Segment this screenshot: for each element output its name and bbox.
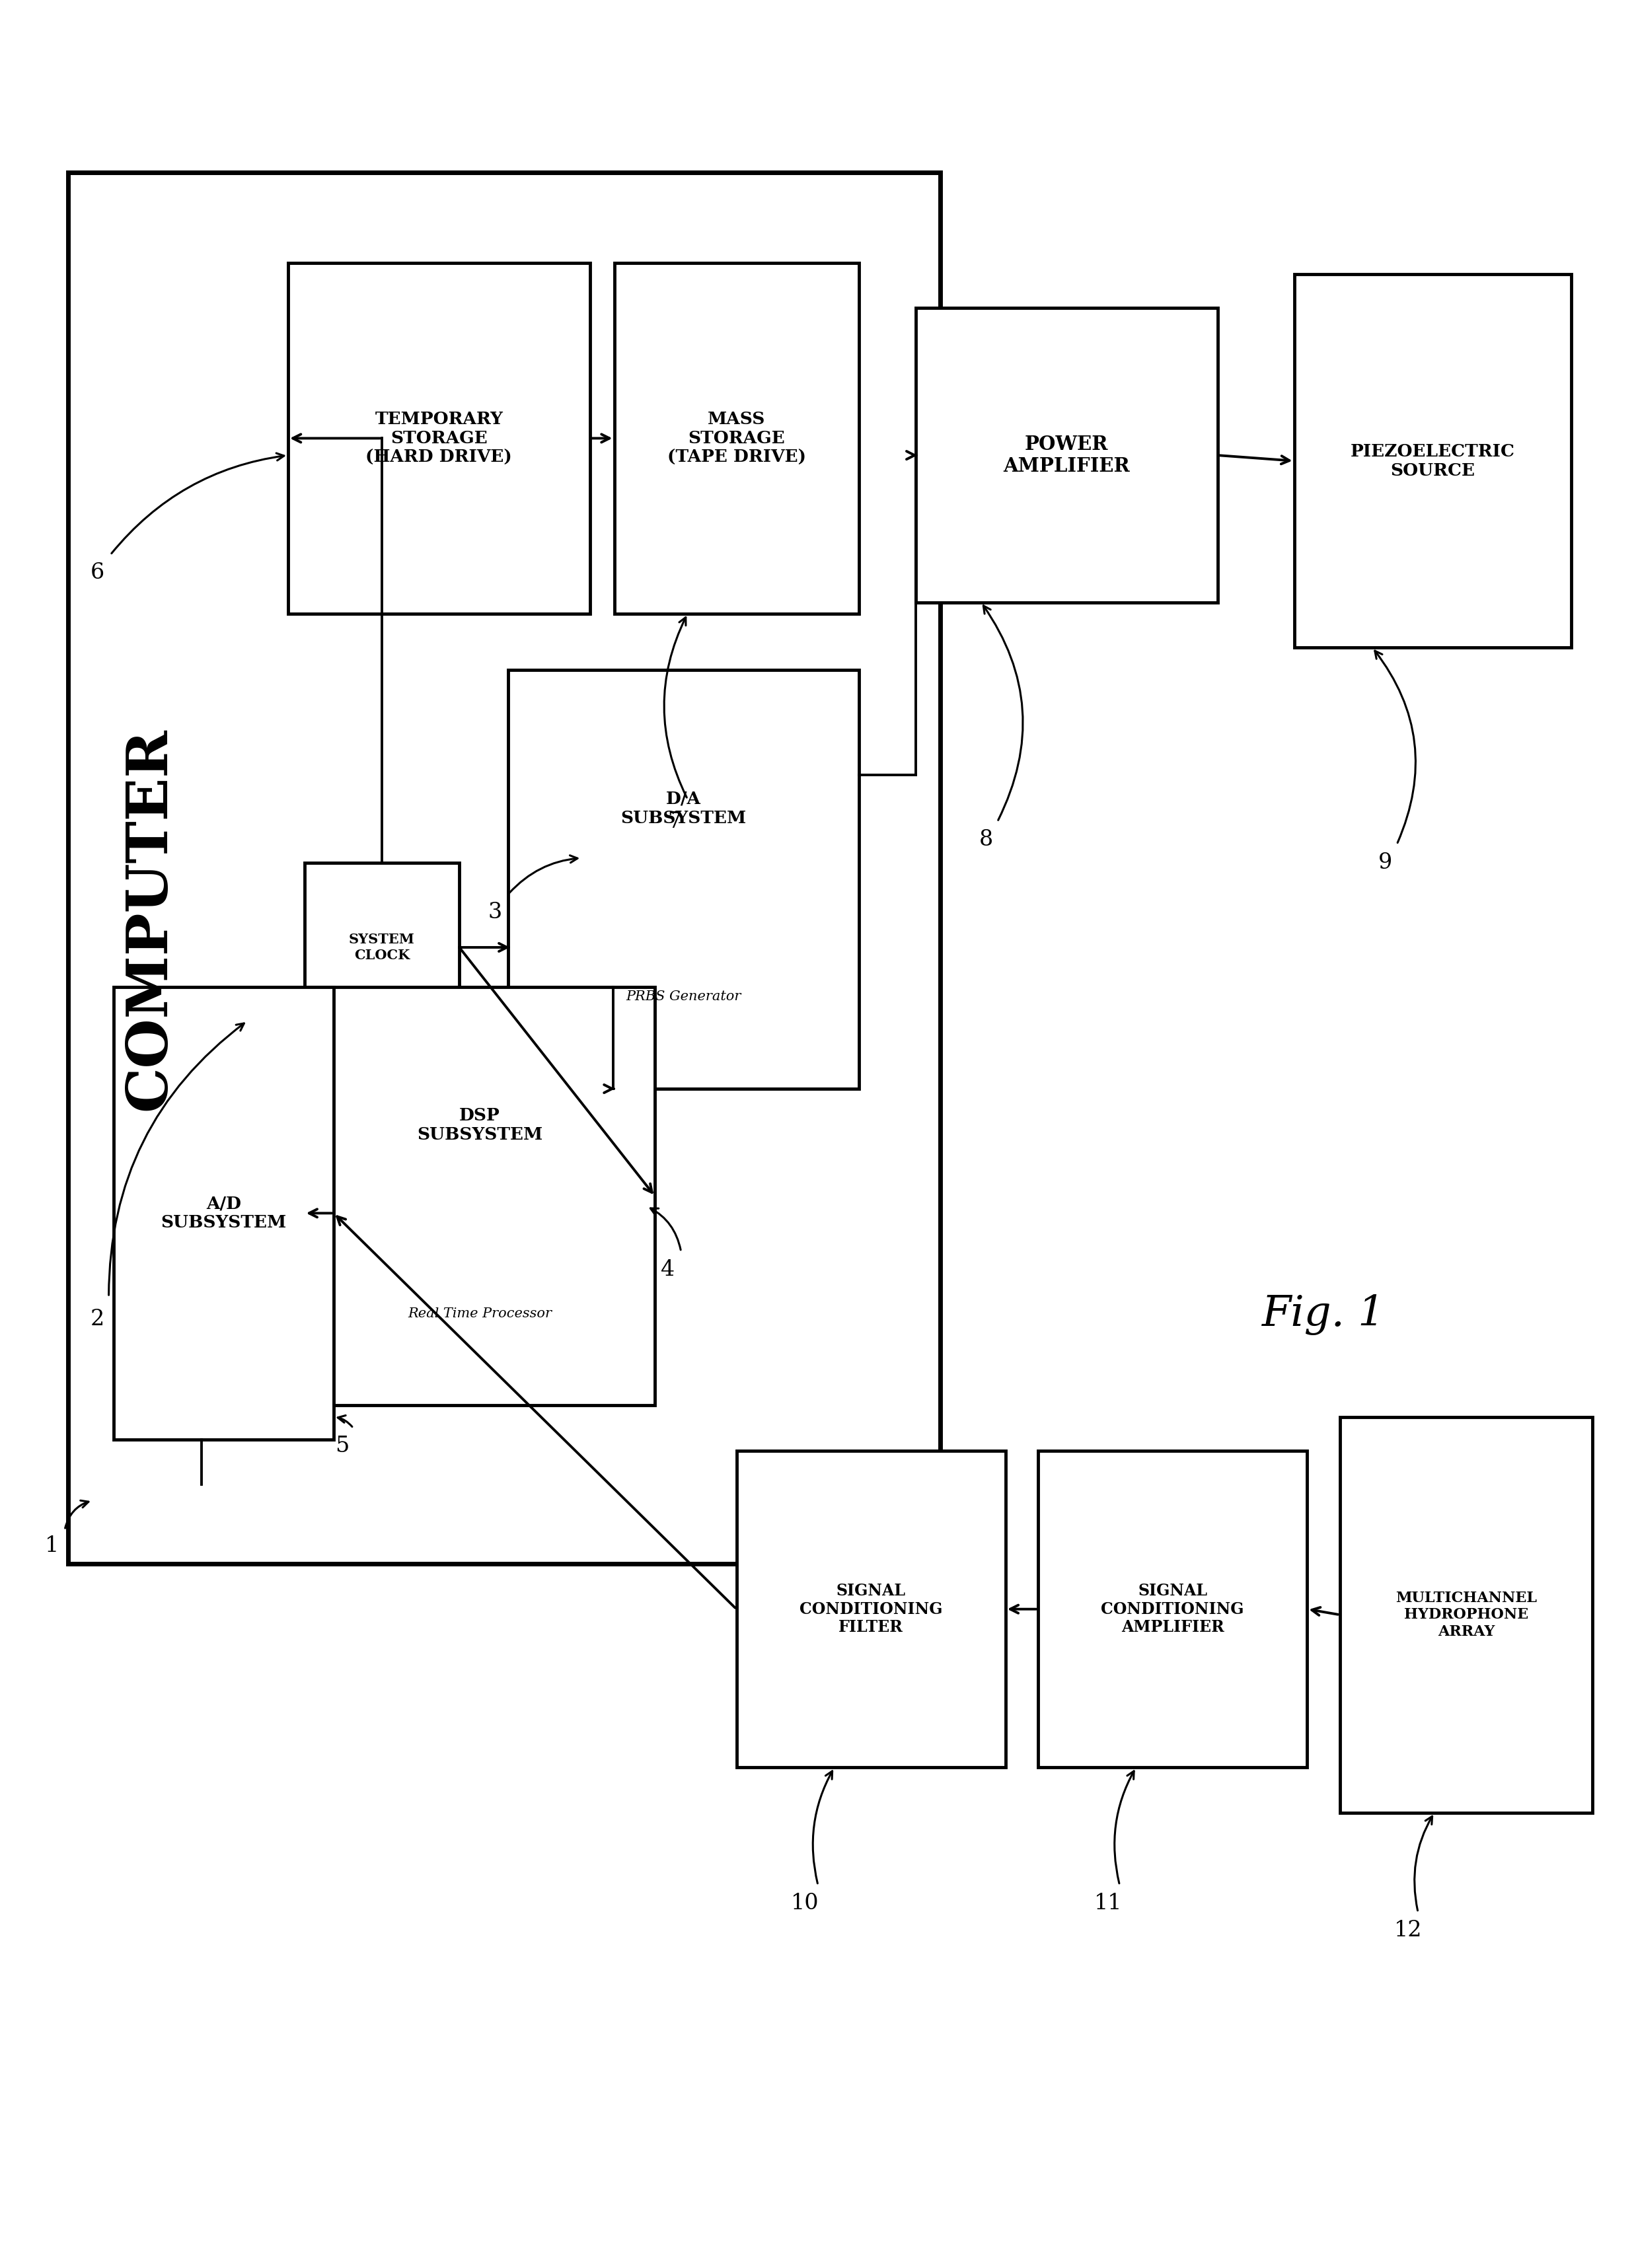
Text: SIGNAL
CONDITIONING
AMPLIFIER: SIGNAL CONDITIONING AMPLIFIER <box>1101 1583 1243 1635</box>
Text: 9: 9 <box>1379 853 1392 873</box>
Bar <box>916 308 1217 603</box>
Bar <box>288 263 589 615</box>
Text: COMPUTER: COMPUTER <box>121 728 177 1111</box>
Bar <box>304 862 460 1032</box>
Text: 10: 10 <box>790 1894 820 1914</box>
Bar <box>69 172 941 1565</box>
Text: 12: 12 <box>1394 1919 1422 1941</box>
Text: 3: 3 <box>488 903 502 923</box>
Text: MASS
STORAGE
(TAPE DRIVE): MASS STORAGE (TAPE DRIVE) <box>667 411 807 465</box>
Text: 2: 2 <box>90 1309 105 1329</box>
Text: SIGNAL
CONDITIONING
FILTER: SIGNAL CONDITIONING FILTER <box>800 1583 942 1635</box>
Text: 6: 6 <box>90 562 105 583</box>
Bar <box>614 263 859 615</box>
Text: MULTICHANNEL
HYDROPHONE
ARRAY: MULTICHANNEL HYDROPHONE ARRAY <box>1396 1590 1536 1640</box>
Bar <box>1294 274 1571 649</box>
Text: A/D
SUBSYSTEM: A/D SUBSYSTEM <box>160 1195 286 1232</box>
Bar <box>304 987 654 1406</box>
Bar <box>1039 1452 1307 1767</box>
Text: DSP
SUBSYSTEM: DSP SUBSYSTEM <box>417 1107 543 1143</box>
Bar <box>509 669 859 1089</box>
Bar <box>736 1452 1006 1767</box>
Text: SYSTEM
CLOCK: SYSTEM CLOCK <box>348 932 416 962</box>
Text: PRBS Generator: PRBS Generator <box>627 991 741 1002</box>
Text: PIEZOELECTRIC
SOURCE: PIEZOELECTRIC SOURCE <box>1350 442 1515 479</box>
Text: 7: 7 <box>667 812 682 832</box>
Text: 4: 4 <box>661 1259 676 1281</box>
Text: D/A
SUBSYSTEM: D/A SUBSYSTEM <box>620 792 746 826</box>
Text: Real Time Processor: Real Time Processor <box>407 1306 551 1320</box>
Text: TEMPORARY
STORAGE
(HARD DRIVE): TEMPORARY STORAGE (HARD DRIVE) <box>366 411 512 465</box>
Text: 8: 8 <box>978 830 993 850</box>
Text: 11: 11 <box>1094 1894 1122 1914</box>
Bar <box>1340 1418 1592 1812</box>
Text: 5: 5 <box>335 1436 348 1456</box>
Text: POWER
AMPLIFIER: POWER AMPLIFIER <box>1003 435 1130 476</box>
Bar <box>113 987 334 1440</box>
Text: 1: 1 <box>44 1535 59 1556</box>
Text: Fig. 1: Fig. 1 <box>1261 1295 1386 1336</box>
